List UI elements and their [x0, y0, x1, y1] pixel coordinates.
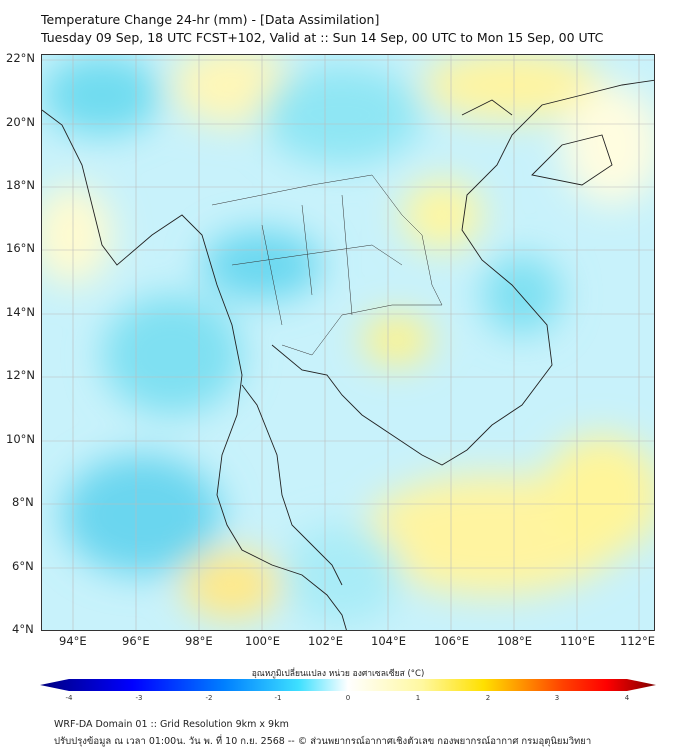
colorbar-tick: -4	[65, 694, 73, 702]
colorbar-tick: 4	[624, 694, 630, 702]
lat-label: 12°N	[6, 368, 35, 382]
lon-label: 112°E	[620, 634, 655, 648]
lon-label: 98°E	[185, 634, 213, 648]
colorbar-tick: 2	[485, 694, 491, 702]
coastlines	[42, 79, 654, 630]
colorbar-tick: -1	[274, 694, 282, 702]
lat-label: 16°N	[6, 241, 35, 255]
lat-label: 4°N	[12, 622, 34, 636]
lon-label: 108°E	[497, 634, 532, 648]
lon-label: 100°E	[245, 634, 280, 648]
lat-label: 18°N	[6, 178, 35, 192]
lat-label: 22°N	[6, 51, 35, 65]
lon-label: 106°E	[434, 634, 469, 648]
colorbar-gradient	[40, 679, 656, 691]
colorbar-tick: 1	[415, 694, 421, 702]
map-field	[42, 55, 654, 630]
colorbar-tick: -2	[205, 694, 213, 702]
lon-label: 94°E	[59, 634, 87, 648]
colorbar-tick: -3	[135, 694, 143, 702]
colorbar-label: อุณหภูมิเปลี่ยนแปลง หน่วย องศาเซลเซียส (…	[251, 669, 425, 679]
lat-label: 8°N	[12, 495, 34, 509]
graticule	[42, 55, 654, 630]
chart-title: Temperature Change 24-hr (mm) - [Data As…	[41, 12, 380, 27]
temperature-field	[42, 55, 654, 625]
chart-subtitle: Tuesday 09 Sep, 18 UTC FCST+102, Valid a…	[41, 30, 604, 45]
colorbar-tick: 3	[554, 694, 560, 702]
lon-label: 104°E	[371, 634, 406, 648]
lon-label: 110°E	[560, 634, 595, 648]
lat-label: 6°N	[12, 559, 34, 573]
lat-label: 14°N	[6, 305, 35, 319]
lon-label: 102°E	[308, 634, 343, 648]
colorbar-tick: 0	[345, 694, 351, 702]
temperature-change-map	[41, 54, 655, 631]
footer-model-info: WRF-DA Domain 01 :: Grid Resolution 9km …	[54, 719, 289, 730]
lat-label: 10°N	[6, 432, 35, 446]
lat-label: 20°N	[6, 115, 35, 129]
footer-credit: ปรับปรุงข้อมูล ณ เวลา 01:00น. วัน พ. ที่…	[54, 736, 592, 747]
colorbar	[40, 679, 656, 691]
borders	[211, 174, 443, 356]
lon-label: 96°E	[122, 634, 150, 648]
